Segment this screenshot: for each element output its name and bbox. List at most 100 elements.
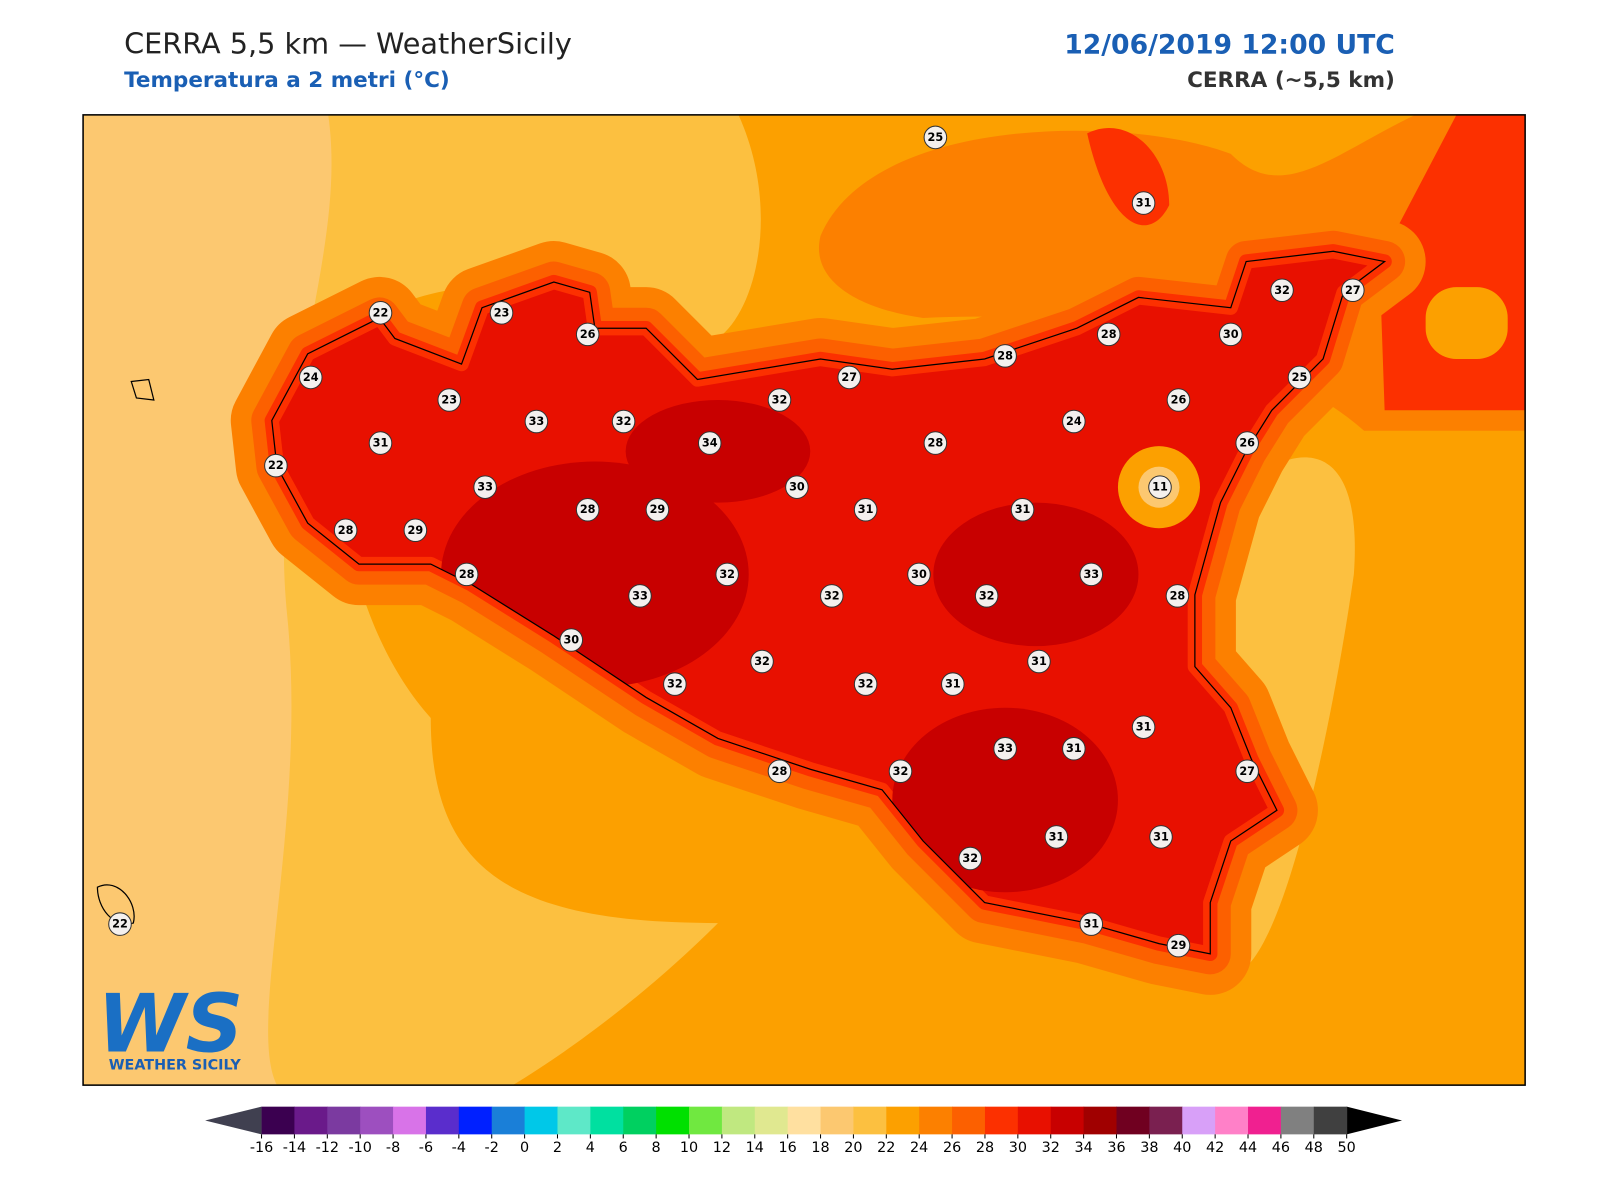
colorbar-segment — [886, 1106, 920, 1135]
station-marker — [715, 562, 739, 587]
colorbar-tick-label: 34 — [1074, 1140, 1092, 1156]
station-value: 32 — [719, 568, 735, 581]
station-marker — [1062, 736, 1086, 761]
colorbar-tick-label: 12 — [713, 1140, 731, 1156]
station-marker — [575, 322, 600, 347]
station-value: 26 — [1171, 394, 1187, 407]
colorbar-segment — [425, 1106, 460, 1135]
station-value: 32 — [824, 589, 840, 602]
station-marker — [1165, 584, 1190, 608]
colorbar-under — [205, 1106, 262, 1135]
station-marker — [1235, 431, 1259, 455]
station-value: 31 — [1066, 742, 1082, 755]
station-value: 31 — [1153, 830, 1169, 843]
colorbar-tick-label: 6 — [619, 1140, 628, 1156]
station-marker — [923, 431, 948, 455]
station-value: 26 — [1239, 437, 1255, 450]
station-marker — [1044, 825, 1069, 849]
station-value: 26 — [580, 328, 596, 341]
colorbar-segment — [754, 1106, 789, 1135]
station-marker — [923, 125, 948, 150]
station-value: 25 — [928, 131, 944, 144]
colorbar-tick-label: 8 — [652, 1140, 661, 1156]
station-value: 30 — [789, 481, 805, 494]
station-marker — [819, 584, 844, 608]
colorbar-segment — [853, 1106, 887, 1135]
station-value: 32 — [962, 852, 978, 865]
station-marker — [473, 475, 497, 499]
logo-mark: WS — [97, 977, 243, 1070]
colorbar-tick-label: 30 — [1009, 1140, 1027, 1156]
colorbar-segment — [524, 1106, 558, 1135]
colorbar-tick-label: 4 — [586, 1140, 595, 1156]
station-marker — [1131, 191, 1156, 215]
station-marker — [785, 475, 809, 499]
colorbar-tick-label: 40 — [1173, 1140, 1191, 1156]
station-value: 25 — [1292, 371, 1308, 384]
station-marker — [1149, 825, 1173, 849]
station-marker — [1131, 715, 1156, 739]
colorbar-segment — [1215, 1106, 1249, 1135]
colorbar-tick-label: 32 — [1042, 1140, 1060, 1156]
colorbar-segment — [1313, 1106, 1348, 1135]
colorbar-segment — [1248, 1106, 1282, 1135]
colorbar-tick-label: 18 — [811, 1140, 829, 1156]
station-value: 28 — [338, 524, 354, 537]
colorbar-segment — [623, 1106, 657, 1135]
station-value: 31 — [945, 678, 961, 691]
colorbar-tick-label: -16 — [250, 1140, 273, 1156]
colorbar-tick-label: 48 — [1305, 1140, 1323, 1156]
station-value: 32 — [667, 678, 683, 691]
station-value: 31 — [1031, 655, 1047, 668]
station-value: 33 — [529, 415, 545, 428]
colorbar-segment — [1280, 1106, 1315, 1135]
station-marker — [1166, 388, 1191, 412]
station-marker — [1218, 322, 1243, 347]
colorbar-segment — [1083, 1106, 1118, 1135]
station-marker — [403, 518, 428, 543]
colorbar-tick-label: -6 — [419, 1140, 433, 1156]
station-marker — [1235, 759, 1259, 784]
colorbar-tick-label: 20 — [844, 1140, 862, 1156]
station-marker — [1341, 278, 1365, 303]
station-marker — [993, 736, 1017, 761]
colorbar-segment — [984, 1106, 1019, 1135]
station-value: 24 — [303, 371, 319, 384]
station-marker — [1166, 933, 1191, 958]
station-marker — [907, 562, 931, 587]
map-frame — [82, 114, 1526, 1086]
station-value: 32 — [1274, 284, 1290, 297]
colorbar-segment — [1116, 1106, 1150, 1135]
station-value: 28 — [928, 437, 944, 450]
colorbar-tick-label: -2 — [485, 1140, 499, 1156]
station-value: 33 — [632, 589, 648, 602]
station-marker — [489, 301, 514, 325]
station-value: 27 — [1345, 284, 1361, 297]
station-marker — [645, 497, 670, 522]
temperature-field — [83, 114, 1526, 1086]
colorbar-segment — [787, 1106, 822, 1135]
station-marker — [559, 628, 584, 652]
colorbar-tick-label: 50 — [1338, 1140, 1356, 1156]
station-marker — [837, 365, 862, 390]
station-value: 28 — [772, 765, 788, 778]
station-marker — [264, 453, 288, 478]
station-marker — [611, 409, 636, 434]
station-marker — [437, 388, 462, 412]
station-marker — [1096, 322, 1121, 347]
station-value: 30 — [563, 634, 579, 647]
station-marker — [1010, 497, 1035, 522]
station-marker — [368, 301, 393, 325]
colorbar-tick-label: 22 — [877, 1140, 895, 1156]
station-value: 27 — [841, 371, 857, 384]
station-marker — [974, 584, 999, 608]
station-marker — [1062, 409, 1086, 434]
station-marker — [298, 365, 323, 390]
station-marker — [767, 759, 792, 784]
station-value: 33 — [477, 481, 493, 494]
colorbar-segment — [919, 1106, 953, 1135]
colorbar-tick-label: 46 — [1272, 1140, 1290, 1156]
station-value: 28 — [459, 568, 475, 581]
station-value: 31 — [373, 437, 389, 450]
colorbar-segment — [952, 1106, 986, 1135]
